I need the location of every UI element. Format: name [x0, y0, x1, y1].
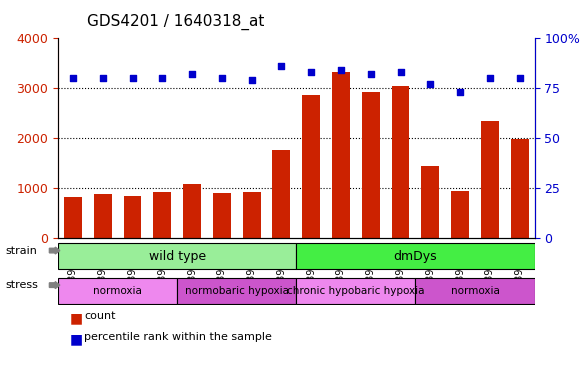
Bar — [481, 121, 498, 238]
Point — [69, 75, 78, 81]
Point — [217, 75, 227, 81]
Point — [188, 71, 197, 78]
Bar — [124, 196, 141, 238]
Text: GDS4201 / 1640318_at: GDS4201 / 1640318_at — [87, 13, 264, 30]
Point — [366, 71, 375, 78]
Point — [426, 81, 435, 88]
Text: normoxia: normoxia — [450, 286, 500, 296]
Point — [456, 89, 465, 95]
Point — [157, 75, 167, 81]
FancyBboxPatch shape — [296, 243, 535, 269]
Point — [277, 63, 286, 70]
Bar — [243, 192, 260, 238]
Bar — [94, 194, 112, 238]
Text: strain: strain — [6, 245, 38, 256]
Point — [336, 67, 346, 73]
Point — [485, 75, 494, 81]
Bar — [392, 86, 410, 238]
Text: stress: stress — [6, 280, 39, 290]
Text: ■: ■ — [70, 311, 83, 325]
Point — [98, 75, 107, 81]
Text: percentile rank within the sample: percentile rank within the sample — [84, 332, 272, 342]
Bar — [64, 197, 82, 238]
Text: normoxia: normoxia — [93, 286, 142, 296]
Text: normobaric hypoxia: normobaric hypoxia — [185, 286, 289, 296]
Text: chronic hypobaric hypoxia: chronic hypobaric hypoxia — [287, 286, 425, 296]
Point — [307, 69, 316, 75]
Bar — [421, 166, 439, 238]
Bar — [153, 192, 171, 238]
Text: ■: ■ — [70, 332, 83, 346]
Bar — [362, 92, 379, 238]
Bar — [332, 72, 350, 238]
Point — [247, 77, 256, 83]
FancyBboxPatch shape — [58, 278, 177, 304]
Bar — [272, 150, 290, 238]
FancyBboxPatch shape — [296, 278, 415, 304]
Bar — [213, 193, 231, 238]
FancyBboxPatch shape — [177, 278, 296, 304]
Text: count: count — [84, 311, 116, 321]
Point — [515, 75, 524, 81]
Text: wild type: wild type — [149, 250, 206, 263]
Point — [396, 69, 405, 75]
FancyBboxPatch shape — [415, 278, 535, 304]
Bar — [451, 191, 469, 238]
Bar — [302, 95, 320, 238]
FancyBboxPatch shape — [58, 243, 296, 269]
Point — [128, 75, 137, 81]
Bar — [183, 184, 201, 238]
Bar — [511, 139, 529, 238]
Text: dmDys: dmDys — [393, 250, 437, 263]
